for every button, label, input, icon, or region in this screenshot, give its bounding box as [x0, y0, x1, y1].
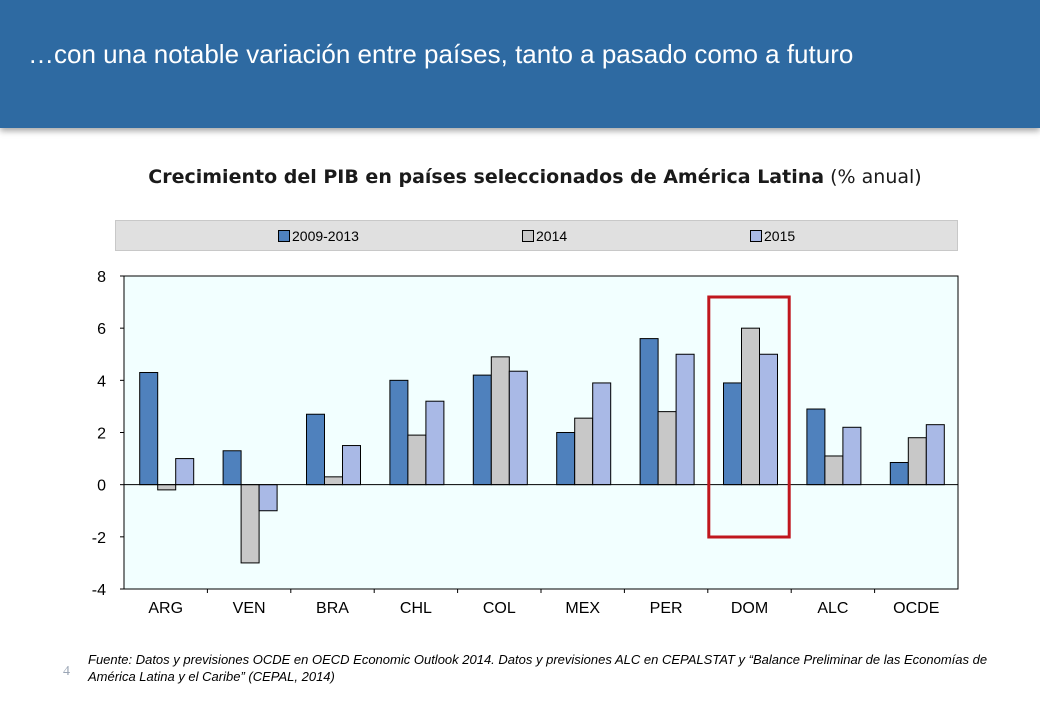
bar-mex-series-1 [556, 432, 576, 486]
x-tick-label: OCDE [893, 600, 939, 617]
x-tick-label: COL [483, 600, 516, 617]
x-tick-label: VEN [233, 600, 266, 617]
bar-chl-series-1 [389, 379, 409, 486]
slide-title: …con una notable variación entre países,… [28, 39, 854, 69]
bar-bra-series-1 [306, 413, 325, 486]
chart-title: Crecimiento del PIB en países selecciona… [0, 166, 1040, 188]
bar-ocde-series-3 [925, 424, 945, 486]
bar-arg-series-3 [175, 458, 195, 486]
bar-bra-series-2 [324, 476, 343, 486]
bar-ven-series-3 [258, 484, 278, 512]
x-tick-label: DOM [731, 600, 768, 617]
legend-item-series-2: 2014 [522, 228, 567, 244]
chart-legend: 2009-2013 2014 2015 [115, 220, 958, 251]
y-tick-label: 4 [97, 373, 106, 390]
x-tick-label: PER [650, 600, 683, 617]
x-tick-label: ARG [148, 600, 183, 617]
y-tick-label: -4 [92, 582, 106, 599]
bar-dom-series-1 [723, 382, 742, 486]
highlight-box-dom [707, 295, 791, 539]
bar-per-series-3 [675, 353, 695, 486]
bar-ocde-series-2 [907, 437, 927, 486]
chart-title-main: Crecimiento del PIB en países selecciona… [148, 166, 825, 188]
legend-item-series-3: 2015 [750, 228, 795, 244]
bar-ven-series-2 [240, 484, 260, 564]
bar-alc-series-3 [842, 426, 862, 486]
y-tick-label: 0 [97, 478, 106, 495]
bar-col-series-1 [472, 374, 492, 486]
x-tick-label: CHL [400, 600, 432, 617]
source-footnote: Fuente: Datos y previsiones OCDE en OECD… [88, 652, 988, 684]
x-tick-label: MEX [565, 600, 600, 617]
bar-col-series-3 [508, 370, 528, 486]
bar-alc-series-2 [824, 455, 844, 486]
y-tick-label: 2 [97, 426, 106, 443]
legend-label-series-3: 2015 [764, 228, 796, 244]
bar-mex-series-2 [574, 417, 594, 486]
bar-arg-series-1 [139, 372, 159, 486]
bar-dom-series-2 [741, 327, 760, 486]
x-tick-label: BRA [316, 600, 349, 617]
bar-chl-series-2 [407, 434, 427, 486]
bar-dom-series-3 [759, 353, 778, 486]
bar-ven-series-1 [222, 450, 242, 486]
slide-header: …con una notable variación entre países,… [0, 0, 1040, 128]
bar-chl-series-3 [425, 400, 445, 486]
y-tick-label: 8 [97, 269, 106, 286]
legend-label-series-2: 2014 [536, 228, 568, 244]
bar-bra-series-3 [342, 445, 361, 486]
bar-per-series-1 [639, 338, 659, 486]
legend-swatch-series-3 [750, 230, 762, 242]
bar-col-series-2 [490, 356, 510, 486]
legend-item-series-1: 2009-2013 [278, 228, 359, 244]
bar-ocde-series-1 [889, 461, 909, 486]
bar-mex-series-3 [592, 382, 612, 486]
legend-label-series-1: 2009-2013 [292, 228, 359, 244]
x-tick-label: ALC [817, 600, 848, 617]
bar-per-series-2 [657, 411, 677, 486]
bar-alc-series-1 [806, 408, 826, 486]
legend-swatch-series-1 [278, 230, 290, 242]
y-tick-label: 6 [97, 321, 106, 338]
chart-title-unit: (% anual) [830, 166, 922, 188]
page-number: 4 [63, 664, 70, 679]
y-tick-label: -2 [92, 530, 106, 547]
legend-swatch-series-2 [522, 230, 534, 242]
bar-arg-series-2 [157, 484, 177, 491]
